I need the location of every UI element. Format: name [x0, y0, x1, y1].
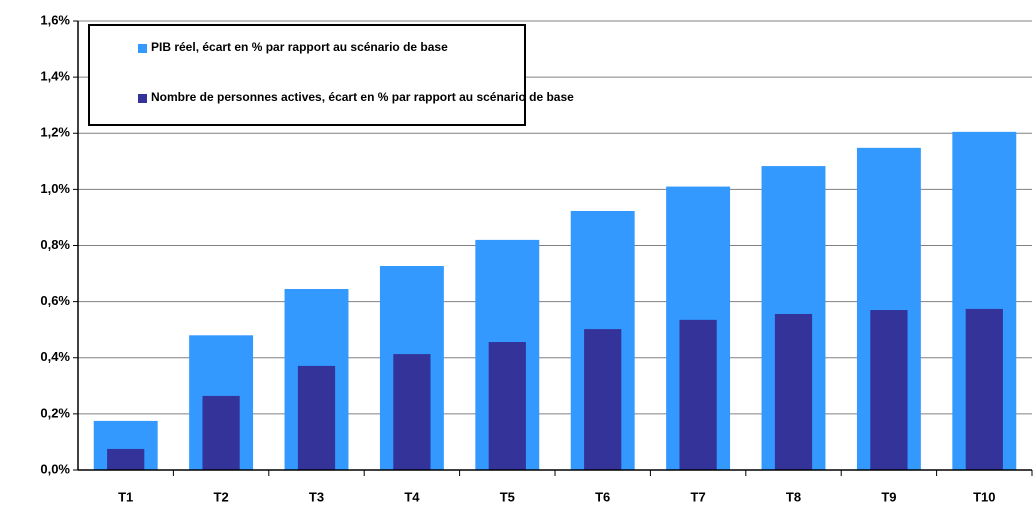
x-tick-label: T2 [214, 489, 229, 504]
x-tick-label: T8 [786, 489, 801, 504]
bar [774, 313, 813, 470]
x-tick-label: T10 [973, 489, 995, 504]
bar [202, 395, 240, 470]
bar [393, 354, 431, 470]
x-tick-label: T5 [500, 489, 515, 504]
y-tick-label: 1,4% [40, 69, 70, 84]
legend-swatch [138, 44, 147, 53]
y-tick-label: 0,2% [40, 405, 70, 420]
y-tick-label: 1,6% [40, 12, 70, 27]
bar [870, 310, 908, 470]
bar [107, 448, 145, 470]
x-tick-label: T1 [118, 489, 133, 504]
x-tick-label: T9 [881, 489, 896, 504]
x-tick-label: T3 [309, 489, 324, 504]
x-tick-label: T4 [404, 489, 420, 504]
y-tick-label: 0,6% [40, 293, 70, 308]
legend-box [88, 24, 526, 126]
y-tick-label: 1,2% [40, 125, 70, 140]
y-tick-label: 0,0% [40, 461, 70, 476]
y-tick-label: 1,0% [40, 181, 70, 196]
x-tick-label: T6 [595, 489, 610, 504]
legend-swatch [138, 94, 147, 103]
bar [965, 308, 1003, 470]
legend-label: PIB réel, écart en % par rapport au scén… [151, 40, 448, 54]
legend: PIB réel, écart en % par rapport au scén… [138, 40, 574, 104]
bar [679, 319, 717, 470]
y-tick-label: 0,8% [40, 237, 70, 252]
bar [488, 342, 526, 470]
x-tick-label: T7 [691, 489, 706, 504]
bar [584, 329, 622, 470]
y-tick-label: 0,4% [40, 349, 70, 364]
legend-label: Nombre de personnes actives, écart en % … [151, 90, 574, 104]
bar [297, 365, 336, 470]
